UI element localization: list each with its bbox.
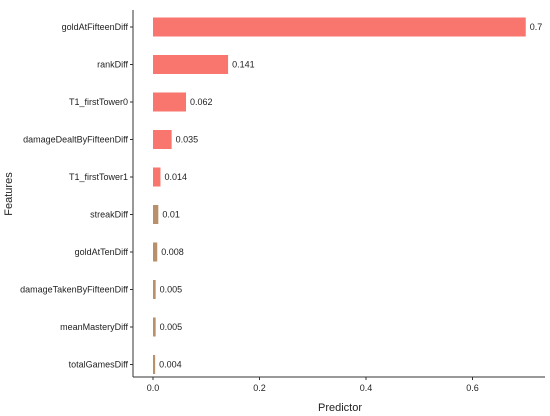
x-axis-title: Predictor	[318, 402, 362, 414]
bar	[153, 280, 156, 299]
category-label: streakDiff	[90, 210, 128, 220]
category-label: rankDiff	[97, 60, 128, 70]
bar	[153, 205, 159, 224]
bar-value-label: 0.7	[530, 22, 543, 32]
x-tick-label: 0.2	[253, 383, 266, 393]
bar-value-label: 0.005	[160, 285, 183, 295]
category-label: damageDealtByFifteenDiff	[23, 135, 128, 145]
bar-value-label: 0.004	[159, 360, 182, 370]
bar-value-label: 0.014	[164, 172, 187, 182]
bar	[153, 355, 156, 374]
bar-value-label: 0.01	[162, 210, 180, 220]
bar-value-label: 0.035	[176, 135, 199, 145]
bar	[153, 317, 156, 337]
bar-value-label: 0.005	[160, 322, 183, 332]
category-labels: goldAtFifteenDiff rankDiff T1_firstTower0d…	[20, 22, 133, 370]
bar-value-label: 0.062	[190, 97, 213, 107]
bar	[153, 130, 172, 149]
x-tick-label: 0.6	[466, 383, 479, 393]
category-label: goldAtFifteenDiff	[62, 22, 129, 32]
bar	[153, 242, 158, 262]
bar	[153, 17, 526, 37]
bar-value-label: 0.008	[161, 247, 184, 257]
category-label: damageTakenByFifteenDiff	[20, 285, 128, 295]
category-label: T1_firstTower1	[69, 172, 128, 182]
bar	[153, 167, 161, 187]
x-axis-ticks: 0.0 0.2 0.4 0.6	[147, 377, 479, 393]
bar	[153, 55, 229, 74]
x-tick-label: 0.4	[360, 383, 373, 393]
category-label: meanMasteryDiff	[60, 322, 128, 332]
bars-layer: 0.7 0.141 0.062 0.035 0.014 0.01 0.008 0.005 0.0…	[153, 17, 543, 374]
category-label: totalGamesDiff	[69, 360, 129, 370]
bar	[153, 92, 187, 112]
category-label: T1_firstTower0	[69, 97, 128, 107]
x-tick-label: 0.0	[147, 383, 160, 393]
category-label: goldAtTenDiff	[75, 247, 129, 257]
bar-value-label: 0.141	[232, 60, 255, 70]
y-axis-title: Features	[3, 172, 15, 216]
